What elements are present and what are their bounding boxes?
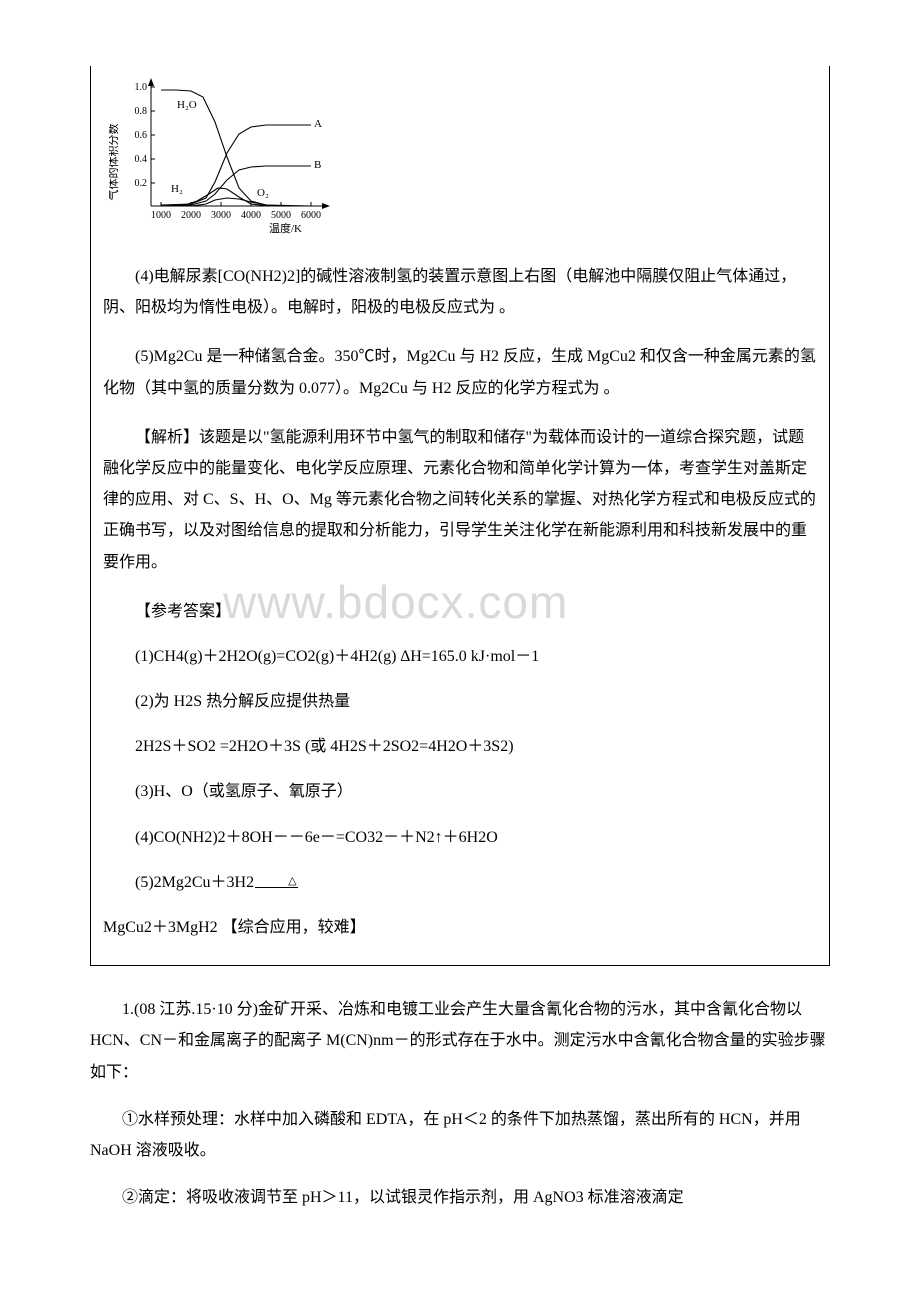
- answer-2: (2)为 H2S 热分解反应提供热量: [103, 686, 817, 717]
- ytick-1.0: 1.0: [135, 82, 148, 93]
- label-a: A: [314, 118, 322, 130]
- chart-svg: 气体的体积分数 1.0 0.8 0.6 0.4 0.2: [109, 66, 339, 241]
- xtick-2000: 2000: [181, 210, 201, 221]
- answers-block: 【参考答案】 (1)CH4(g)＋2H2O(g)=CO2(g)＋4H2(g) ∆…: [103, 596, 817, 898]
- triangle-condition-icon: △: [255, 876, 297, 888]
- xtick-1000: 1000: [151, 210, 171, 221]
- answer-5-prefix: (5)2Mg2Cu＋3H2: [135, 874, 254, 891]
- gas-fraction-chart: 气体的体积分数 1.0 0.8 0.6 0.4 0.2: [109, 66, 817, 241]
- series-b: [161, 166, 311, 206]
- label-h2o: H₂O: [177, 99, 197, 111]
- analysis-text: 【解析】该题是以"氢能源利用环节中氢气的制取和储存"为载体而设计的一道综合探究题…: [103, 422, 817, 578]
- outer-q1-intro: 1.(08 江苏.15·10 分)金矿开采、冶炼和电镀工业会产生大量含氰化合物的…: [90, 994, 830, 1088]
- ytick-0.6: 0.6: [135, 130, 148, 141]
- question-5: (5)Mg2Cu 是一种储氢合金。350℃时，Mg2Cu 与 H2 反应，生成 …: [103, 341, 817, 403]
- answers-header: 【参考答案】: [103, 596, 817, 627]
- answer-4: (4)CO(NH2)2＋8OH－－6e－=CO32－＋N2↑＋6H2O: [103, 822, 817, 853]
- answer-1: (1)CH4(g)＋2H2O(g)=CO2(g)＋4H2(g) ∆H=165.0…: [103, 641, 817, 672]
- question-4: (4)电解尿素[CO(NH2)2]的碱性溶液制氢的装置示意图上右图（电解池中隔膜…: [103, 261, 817, 323]
- y-axis-label: 气体的体积分数: [109, 124, 120, 201]
- answer-5: (5)2Mg2Cu＋3H2△: [103, 867, 817, 898]
- xtick-6000: 6000: [301, 210, 321, 221]
- xtick-3000: 3000: [211, 210, 231, 221]
- label-o2: O₂: [257, 187, 269, 199]
- ytick-0.2: 0.2: [135, 178, 148, 189]
- answer-tail: MgCu2＋3MgH2 【综合应用，较难】: [103, 912, 817, 943]
- outer-step-1: ①水样预处理：水样中加入磷酸和 EDTA，在 pH＜2 的条件下加热蒸馏，蒸出所…: [90, 1104, 830, 1166]
- outer-step-2: ②滴定：将吸收液调节至 pH＞11，以试银灵作指示剂，用 AgNO3 标准溶液滴…: [90, 1182, 830, 1213]
- ytick-0.8: 0.8: [135, 106, 148, 117]
- document-page: 气体的体积分数 1.0 0.8 0.6 0.4 0.2: [0, 0, 920, 1269]
- answer-3: (3)H、O（或氢原子、氧原子）: [103, 776, 817, 807]
- series-a: [161, 125, 311, 205]
- answer-2b: 2H2S＋SO2 =2H2O＋3S (或 4H2S＋2SO2=4H2O＋3S2): [103, 731, 817, 762]
- xtick-5000: 5000: [271, 210, 291, 221]
- label-b: B: [314, 159, 321, 171]
- label-h2: H₂: [171, 183, 183, 195]
- ytick-0.4: 0.4: [135, 154, 148, 165]
- xtick-4000: 4000: [241, 210, 261, 221]
- boxed-answer-section: 气体的体积分数 1.0 0.8 0.6 0.4 0.2: [90, 66, 830, 966]
- x-axis-label: 温度/K: [269, 221, 302, 235]
- series-h2: [161, 188, 311, 206]
